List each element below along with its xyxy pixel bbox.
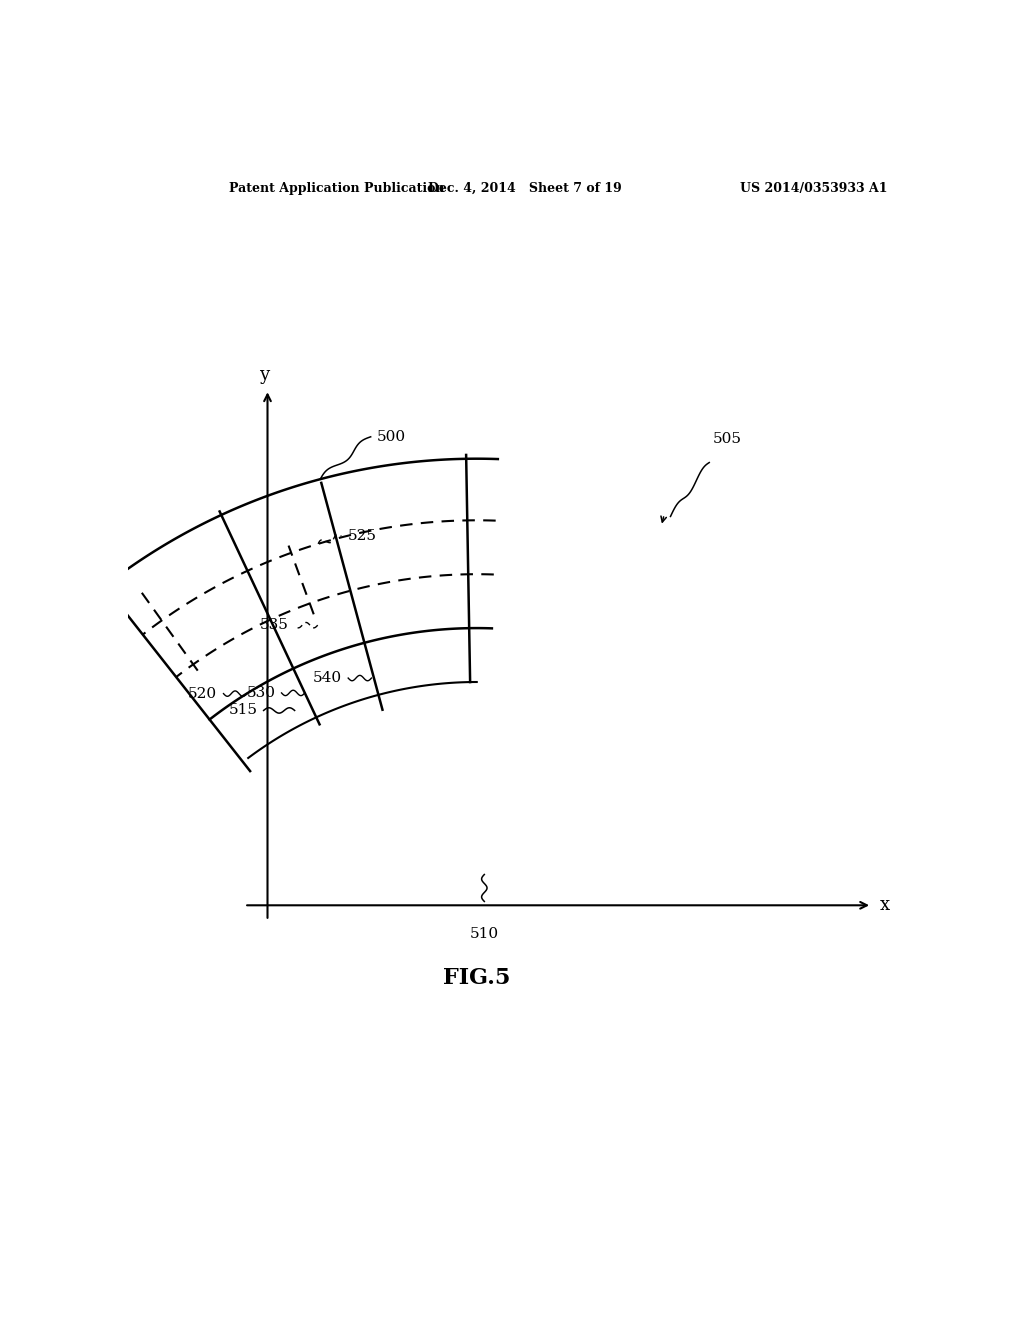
Text: x: x [880,896,890,915]
Text: 535: 535 [259,618,289,632]
Text: Patent Application Publication: Patent Application Publication [228,182,444,194]
Text: 510: 510 [470,927,499,941]
Text: 515: 515 [229,704,258,718]
Text: Dec. 4, 2014   Sheet 7 of 19: Dec. 4, 2014 Sheet 7 of 19 [428,182,622,194]
Text: y: y [259,366,268,384]
Text: 540: 540 [313,671,342,685]
Text: US 2014/0353933 A1: US 2014/0353933 A1 [740,182,888,194]
Text: 525: 525 [347,529,377,543]
Text: FIG.5: FIG.5 [443,968,510,990]
Text: 520: 520 [188,686,217,701]
Text: 500: 500 [377,430,406,444]
Text: 530: 530 [247,686,275,700]
Text: 505: 505 [713,433,742,446]
